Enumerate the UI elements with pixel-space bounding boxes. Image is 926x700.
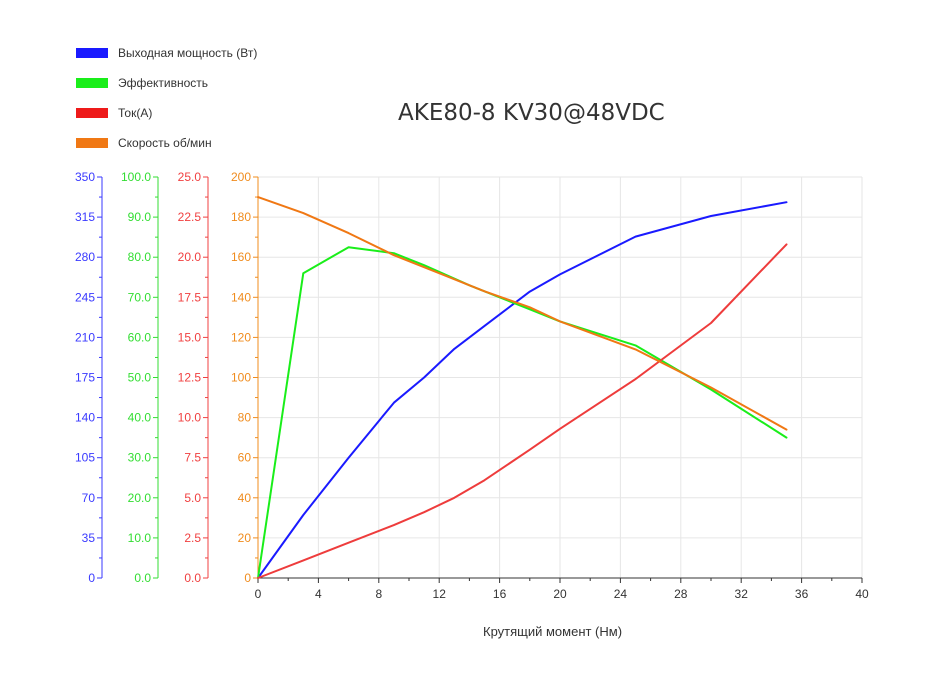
legend-swatch-speed	[76, 138, 108, 148]
x-tick-label: 16	[493, 587, 507, 601]
y-tick-label-power: 140	[75, 411, 95, 425]
y-tick-label-efficiency: 50.0	[128, 371, 152, 385]
legend-label-speed: Скорость об/мин	[118, 136, 212, 150]
x-tick-label: 28	[674, 587, 688, 601]
x-tick-label: 24	[614, 587, 628, 601]
x-tick-label: 20	[553, 587, 567, 601]
legend-label-current: Ток(А)	[118, 106, 153, 120]
legend: Выходная мощность (Вт) Эффективность Ток…	[76, 38, 257, 158]
y-tick-label-current: 17.5	[178, 290, 202, 304]
x-tick-label: 0	[255, 587, 262, 601]
y-tick-label-speed: 20	[238, 531, 252, 545]
y-tick-label-speed: 0	[244, 571, 251, 585]
y-tick-label-efficiency: 80.0	[128, 250, 152, 264]
y-tick-label-speed: 60	[238, 451, 252, 465]
legend-swatch-power	[76, 48, 108, 58]
x-tick-label: 36	[795, 587, 809, 601]
y-tick-label-speed: 160	[231, 250, 251, 264]
x-tick-label: 40	[855, 587, 869, 601]
legend-swatch-efficiency	[76, 78, 108, 88]
y-tick-label-power: 350	[75, 170, 95, 184]
y-tick-label-power: 105	[75, 451, 95, 465]
y-tick-label-speed: 140	[231, 290, 251, 304]
y-tick-label-current: 25.0	[178, 170, 202, 184]
y-tick-label-efficiency: 60.0	[128, 330, 152, 344]
y-tick-label-efficiency: 20.0	[128, 491, 152, 505]
y-tick-label-current: 10.0	[178, 411, 202, 425]
y-tick-label-power: 35	[82, 531, 96, 545]
y-tick-label-speed: 80	[238, 411, 252, 425]
y-tick-label-power: 70	[82, 491, 96, 505]
y-tick-label-efficiency: 30.0	[128, 451, 152, 465]
x-tick-label: 32	[735, 587, 749, 601]
y-tick-label-speed: 200	[231, 170, 251, 184]
y-tick-label-efficiency: 10.0	[128, 531, 152, 545]
legend-swatch-current	[76, 108, 108, 118]
x-tick-label: 8	[375, 587, 382, 601]
legend-label-power: Выходная мощность (Вт)	[118, 46, 258, 60]
series-line-power	[257, 201, 788, 579]
y-tick-label-speed: 120	[231, 330, 251, 344]
series-line-current	[257, 243, 788, 579]
legend-label-efficiency: Эффективность	[118, 76, 209, 90]
y-tick-label-current: 2.5	[184, 531, 201, 545]
y-tick-label-power: 210	[75, 330, 95, 344]
x-axis-label: Крутящий момент (Нм)	[483, 624, 623, 639]
y-tick-label-speed: 100	[231, 371, 251, 385]
y-tick-label-current: 0.0	[184, 571, 201, 585]
y-tick-label-efficiency: 0.0	[134, 571, 151, 585]
y-tick-label-efficiency: 40.0	[128, 411, 152, 425]
y-tick-label-current: 20.0	[178, 250, 202, 264]
x-tick-label: 4	[315, 587, 322, 601]
y-tick-label-speed: 180	[231, 210, 251, 224]
legend-item-power: Выходная мощность (Вт)	[76, 38, 257, 68]
y-tick-label-efficiency: 90.0	[128, 210, 152, 224]
y-tick-label-current: 22.5	[178, 210, 202, 224]
chart-title: AKE80-8 KV30@48VDC	[398, 100, 665, 126]
y-tick-label-current: 12.5	[178, 371, 202, 385]
legend-item-speed: Скорость об/мин	[76, 128, 257, 158]
y-tick-label-power: 0	[88, 571, 95, 585]
y-tick-label-power: 245	[75, 290, 95, 304]
y-tick-label-current: 5.0	[184, 491, 201, 505]
y-tick-label-current: 7.5	[184, 451, 201, 465]
series-line-speed	[257, 196, 788, 431]
legend-item-efficiency: Эффективность	[76, 68, 257, 98]
y-tick-label-current: 15.0	[178, 330, 202, 344]
y-tick-label-power: 175	[75, 371, 95, 385]
y-tick-label-power: 280	[75, 250, 95, 264]
y-tick-label-efficiency: 70.0	[128, 290, 152, 304]
y-tick-label-efficiency: 100.0	[121, 170, 151, 184]
x-tick-label: 12	[433, 587, 447, 601]
legend-item-current: Ток(А)	[76, 98, 257, 128]
y-tick-label-power: 315	[75, 210, 95, 224]
y-tick-label-speed: 40	[238, 491, 252, 505]
